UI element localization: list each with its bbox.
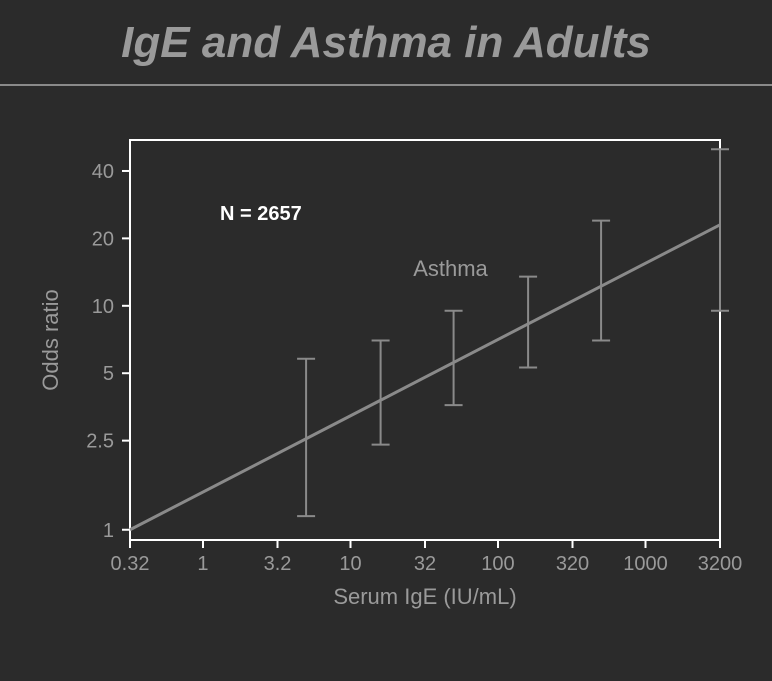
y-tick-label: 20 [92,228,114,250]
odds-ratio-chart: 1 2.5 5 10 20 40 0.32 1 3.2 10 32 100 320 1000 3200 Ser… [0,100,772,681]
x-axis-label: Serum IgE (IU/mL) [333,584,516,609]
title-rule [0,84,772,86]
x-tick-label: 10 [339,553,361,575]
y-tick-label: 5 [103,363,114,385]
y-axis-label: Odds ratio [38,289,63,391]
x-tick-label: 1 [197,553,208,575]
sample-size-note: N = 2657 [220,203,302,225]
x-tick-label: 100 [481,553,514,575]
plot-border [130,140,720,540]
y-tick-label: 40 [92,161,114,183]
x-tick-label: 320 [556,553,589,575]
series-label: Asthma [413,256,488,281]
x-tick-label: 32 [414,553,436,575]
y-tick-label: 2.5 [86,431,114,453]
chart-svg: 1 2.5 5 10 20 40 0.32 1 3.2 10 32 100 320 1000 3200 Ser… [0,100,772,681]
x-tick-label: 3.2 [264,553,292,575]
page-title: IgE and Asthma in Adults [0,0,772,84]
x-tick-label: 1000 [623,553,668,575]
x-tick-label: 0.32 [111,553,150,575]
x-tick-label: 3200 [698,553,743,575]
y-tick-label: 1 [103,520,114,542]
y-tick-label: 10 [92,296,114,318]
